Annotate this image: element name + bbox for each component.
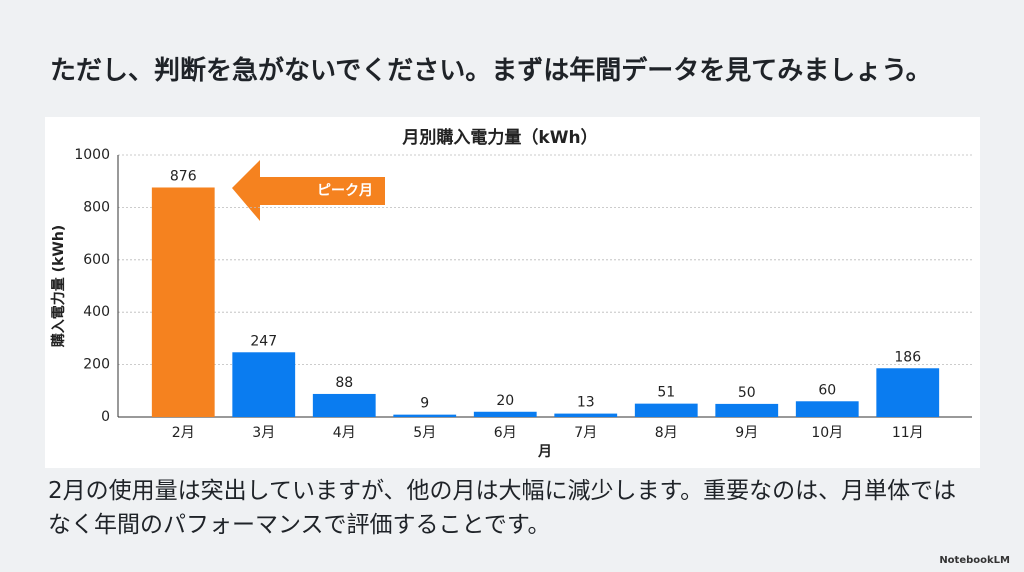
- value-label: 20: [496, 393, 514, 409]
- value-label: 13: [577, 395, 595, 411]
- y-tick-label: 800: [83, 199, 110, 215]
- value-label: 247: [250, 333, 277, 349]
- y-tick-label: 0: [101, 409, 110, 425]
- value-label: 876: [170, 168, 197, 184]
- bar: [151, 187, 215, 417]
- x-tick-label: 10月: [811, 425, 843, 441]
- value-label: 186: [894, 349, 921, 365]
- bar: [393, 414, 457, 417]
- x-tick-label: 5月: [413, 425, 436, 441]
- value-label: 88: [335, 375, 353, 391]
- bar: [795, 401, 859, 417]
- x-tick-label: 4月: [333, 425, 356, 441]
- x-tick-label: 3月: [252, 425, 275, 441]
- y-tick-label: 1000: [74, 147, 110, 163]
- value-label: 9: [420, 396, 429, 412]
- bar: [876, 368, 940, 417]
- bar: [312, 393, 376, 417]
- chart-title: 月別購入電力量（kWh）: [401, 127, 597, 148]
- x-axis-label: 月: [537, 444, 552, 460]
- annotation: ピーク月: [317, 183, 373, 199]
- x-tick-label: 2月: [172, 425, 195, 441]
- bar: [715, 403, 779, 417]
- bar: [634, 403, 698, 417]
- peak-arrow: [232, 160, 385, 221]
- y-axis-label: 購入電力量 (kWh): [50, 225, 67, 348]
- y-tick-label: 400: [83, 304, 110, 320]
- x-tick-label: 7月: [574, 425, 597, 441]
- bar: [473, 411, 537, 417]
- bar: [554, 413, 618, 417]
- value-label: 60: [818, 382, 836, 398]
- value-label: 50: [738, 385, 756, 401]
- x-tick-label: 11月: [892, 425, 924, 441]
- value-label: 51: [657, 385, 675, 401]
- x-tick-label: 8月: [655, 425, 678, 441]
- y-tick-label: 600: [83, 252, 110, 268]
- chart: 月別購入電力量（kWh） 月 購入電力量 (kWh) ピーク月 0 200 400 6…: [45, 117, 980, 468]
- brand: NotebookLM: [939, 555, 1010, 566]
- heading: ただし、判断を急がないでください。まずは年間データを見てみましょう。: [50, 56, 932, 86]
- x-tick-label: 9月: [735, 425, 758, 441]
- y-tick-label: 200: [83, 357, 110, 373]
- caption: 2月の使用量は突出していますが、他の月は大幅に減少します。重要なのは、月単体では…: [48, 478, 957, 538]
- x-tick-label: 6月: [494, 425, 517, 441]
- bar: [232, 352, 296, 417]
